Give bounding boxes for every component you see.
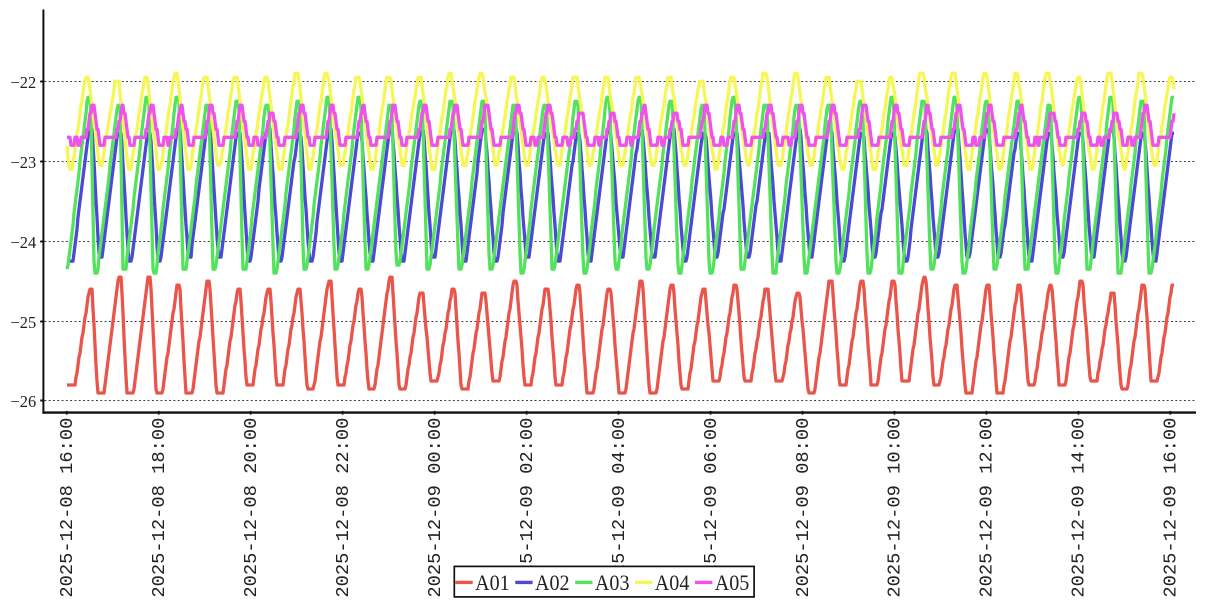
svg-text:2025-12-09 14:00: 2025-12-09 14:00 (1068, 418, 1090, 598)
svg-text:2025-12-09 06:00: 2025-12-09 06:00 (700, 418, 722, 598)
svg-text:−24: −24 (11, 233, 37, 252)
svg-text:2025-12-09 04:00: 2025-12-09 04:00 (608, 418, 630, 598)
svg-text:2025-12-08 18:00: 2025-12-08 18:00 (148, 418, 170, 598)
svg-text:2025-12-09 10:00: 2025-12-09 10:00 (884, 418, 906, 598)
svg-text:2025-12-09 08:00: 2025-12-09 08:00 (792, 418, 814, 598)
svg-text:−22: −22 (11, 73, 37, 92)
svg-text:−26: −26 (11, 392, 37, 411)
svg-text:A03: A03 (595, 570, 630, 595)
svg-text:A01: A01 (475, 570, 510, 595)
svg-text:2025-12-08 20:00: 2025-12-08 20:00 (240, 418, 262, 598)
svg-text:−25: −25 (11, 313, 37, 332)
svg-text:2025-12-08 16:00: 2025-12-08 16:00 (56, 418, 78, 598)
svg-text:2025-12-09 12:00: 2025-12-09 12:00 (976, 418, 998, 598)
svg-text:2025-12-08 22:00: 2025-12-08 22:00 (332, 418, 354, 598)
svg-text:A04: A04 (655, 570, 690, 595)
svg-text:2025-12-09 02:00: 2025-12-09 02:00 (516, 418, 538, 598)
svg-text:A05: A05 (715, 570, 750, 595)
svg-text:2025-12-09 00:00: 2025-12-09 00:00 (424, 418, 446, 598)
svg-text:2025-12-09 16:00: 2025-12-09 16:00 (1160, 418, 1182, 598)
svg-text:−23: −23 (11, 153, 37, 172)
svg-text:A02: A02 (535, 570, 570, 595)
